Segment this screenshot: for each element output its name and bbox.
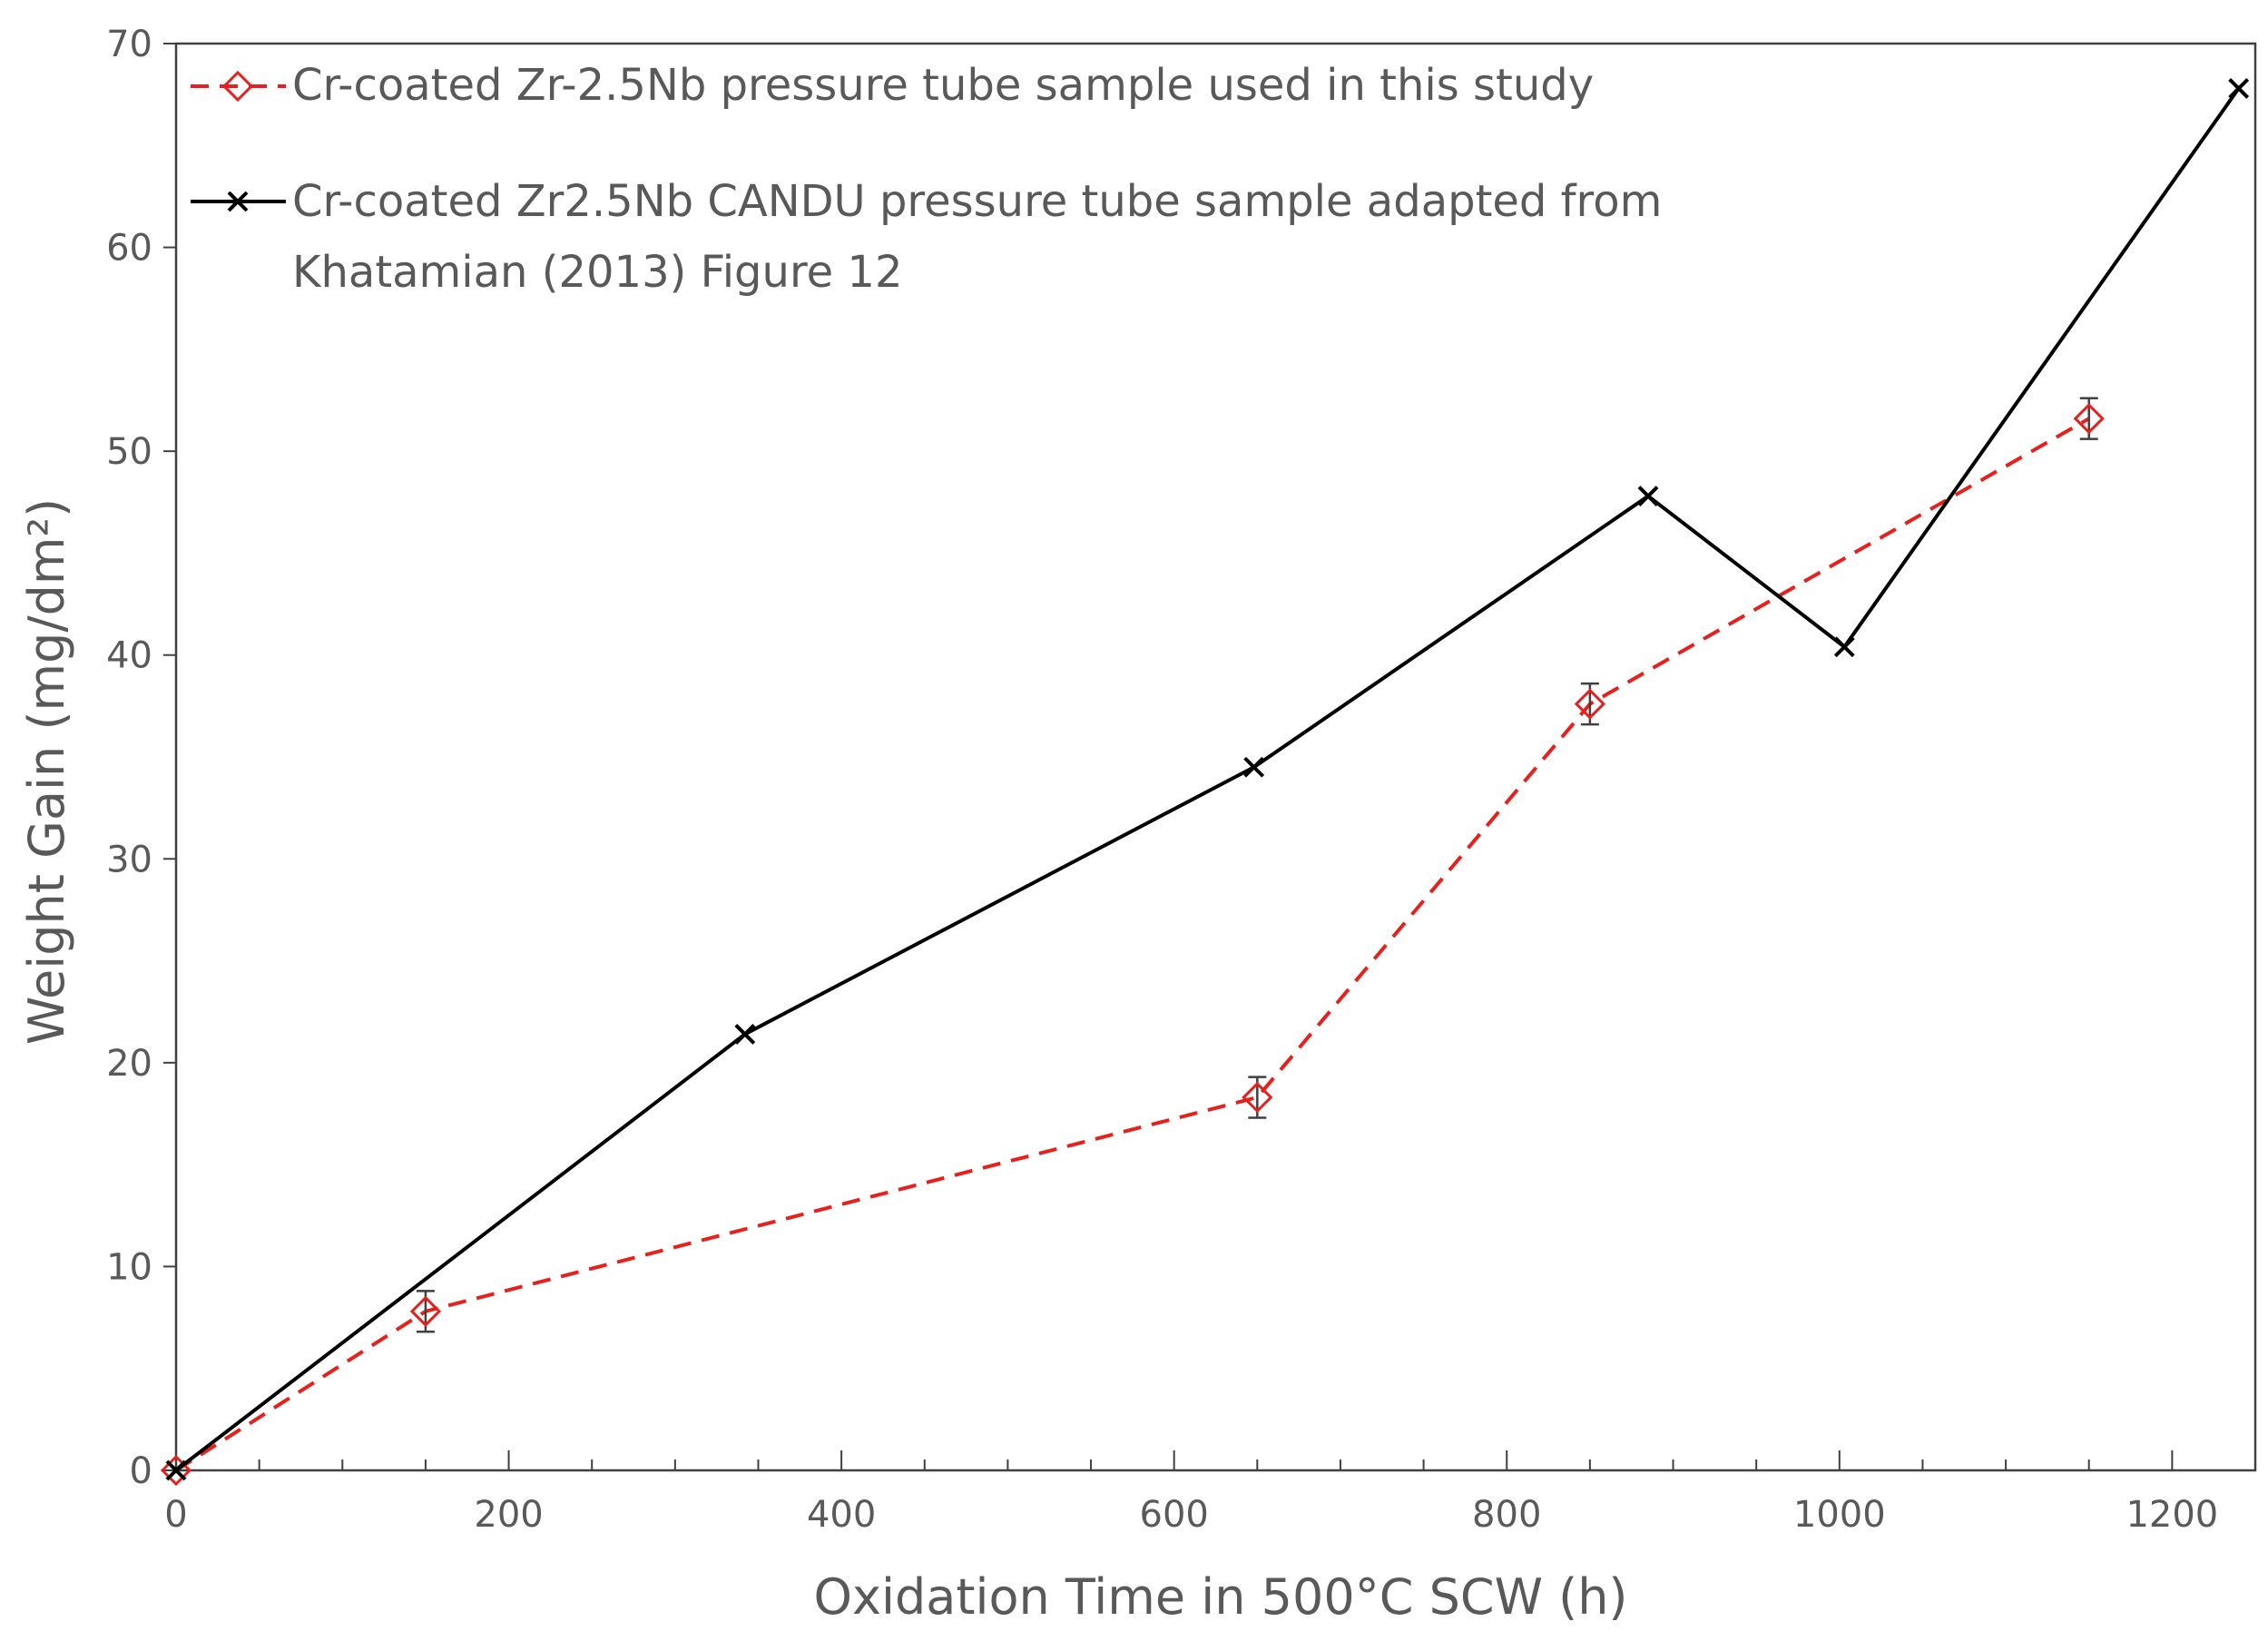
plot-area-frame	[174, 42, 2257, 1472]
data-point	[1243, 756, 1265, 778]
x-tick-label: 1000	[1793, 1494, 1886, 1536]
y-tick-label: 60	[106, 228, 152, 270]
legend-label-khatamian: Cr-coated Zr2.5Nb CANDU pressure tube sa…	[292, 176, 1662, 227]
y-tick-label: 30	[106, 839, 152, 880]
series-line	[174, 87, 2241, 1472]
legend: Cr-coated Zr-2.5Nb pressure tube sample …	[191, 60, 1662, 298]
y-tick-label: 70	[106, 24, 152, 65]
legend-label-khatamian-line2: Khatamian (2013) Figure 12	[292, 247, 903, 298]
series-0	[160, 397, 2105, 1487]
y-axis-title: Weight Gain (mg/dm²)	[18, 498, 75, 1045]
series-layer	[160, 77, 2250, 1487]
x-tick-label: 0	[164, 1494, 187, 1536]
data-point	[1637, 486, 1659, 506]
data-point	[160, 1454, 192, 1487]
data-point	[2073, 403, 2105, 435]
x-tick-label: 800	[1472, 1494, 1541, 1536]
data-point	[1574, 688, 1606, 720]
legend-marker-study	[221, 70, 254, 103]
tick-labels: 0 200 400 600 800 1000 1200 0 10 20 30 40 50 60 70	[106, 24, 2218, 1536]
data-point	[2228, 77, 2250, 99]
axes	[163, 42, 2257, 1472]
x-tick-label: 1200	[2126, 1494, 2218, 1536]
legend-marker-khatamian	[227, 191, 249, 212]
series-line	[174, 417, 2090, 1472]
x-tick-label: 200	[474, 1494, 543, 1536]
x-tick-label: 600	[1140, 1494, 1209, 1536]
data-point	[1833, 636, 1855, 658]
data-point	[409, 1295, 442, 1327]
data-point	[165, 1459, 187, 1481]
data-point	[1242, 1081, 1273, 1114]
y-tick-label: 50	[106, 431, 152, 473]
x-axis-title: Oxidation Time in 500°C SCW (h)	[814, 1568, 1628, 1626]
y-tick-label: 40	[106, 635, 152, 677]
y-tick-label: 0	[130, 1450, 152, 1492]
data-point	[734, 1024, 756, 1045]
series-1	[165, 77, 2250, 1481]
x-tick-label: 400	[807, 1494, 876, 1536]
y-tick-label: 20	[106, 1043, 152, 1085]
legend-label-study: Cr-coated Zr-2.5Nb pressure tube sample …	[292, 60, 1594, 111]
y-tick-label: 10	[106, 1246, 152, 1288]
